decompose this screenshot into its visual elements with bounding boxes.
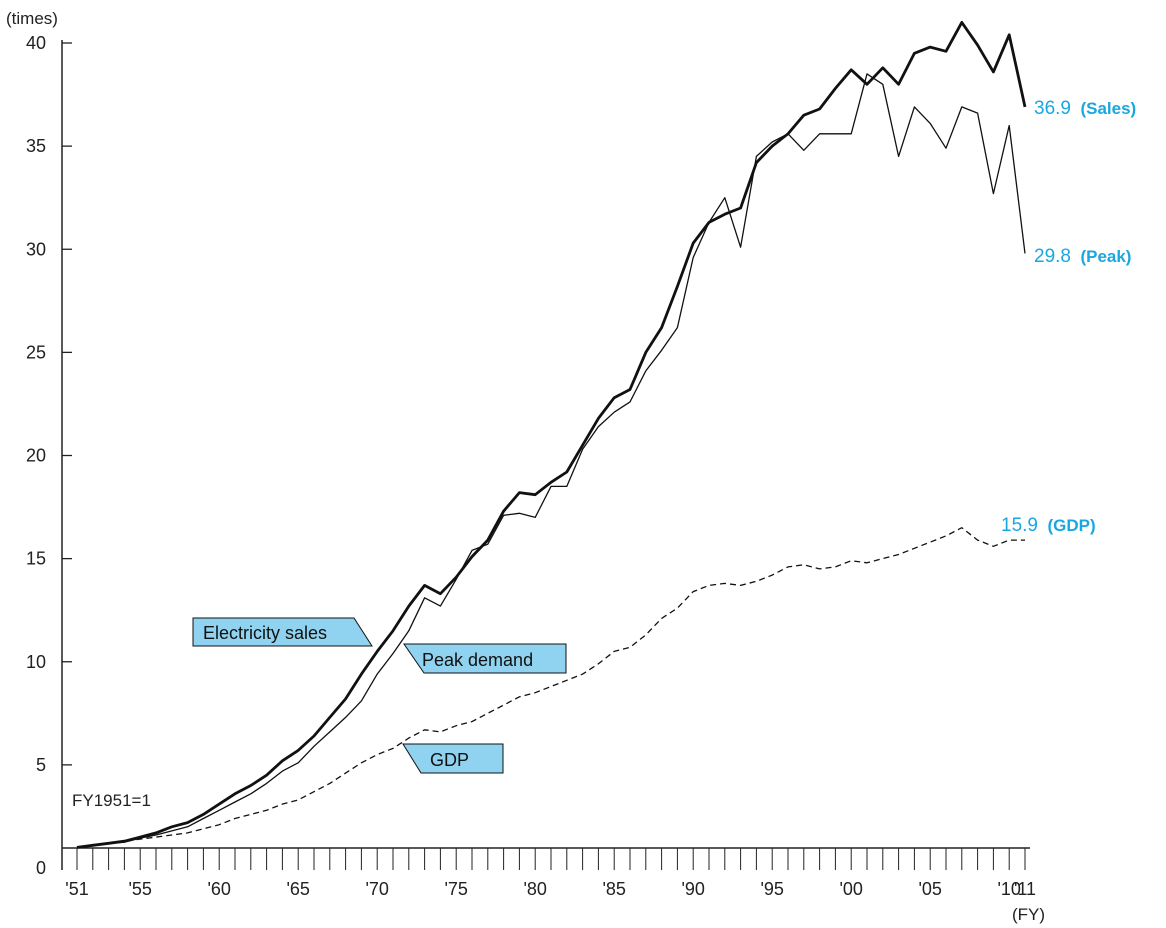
legend-gdp-box	[402, 743, 504, 774]
x-tick-label: '75	[444, 879, 467, 899]
legend-gdp: GDP	[402, 743, 504, 774]
x-tick-label: '65	[286, 879, 309, 899]
x-ticks: '51 '55 '60 '65 '70 '75 '80 '85 '90 '95 '00 '05 '10'…	[65, 848, 1036, 899]
x-tick-label: '95	[760, 879, 783, 899]
end-value-peak: 29.8	[1034, 246, 1071, 267]
y-tick-label: 25	[26, 342, 46, 362]
y-tick-label: 35	[26, 136, 46, 156]
end-value-gdp: 15.9	[1001, 515, 1038, 536]
end-label-sales: 36.9 (Sales)	[1034, 98, 1136, 119]
x-tick-label: '10	[997, 879, 1020, 899]
legend-peak-demand: Peak demand	[403, 643, 567, 674]
end-labels: 36.9 (Sales) 29.8 (Peak) 15.9 (GDP)	[1001, 98, 1136, 536]
legend-gdp-label: GDP	[430, 750, 469, 770]
y-tick-label: 30	[26, 239, 46, 259]
end-label-gdp: 15.9 (GDP)	[1001, 515, 1096, 536]
x-tick-label: '85	[602, 879, 625, 899]
axes: (times) (FY) FY1951=1	[6, 9, 1045, 924]
legend-sales-label: Electricity sales	[203, 623, 327, 643]
x-tick-label: '70	[365, 879, 388, 899]
end-value-sales: 36.9	[1034, 98, 1071, 119]
end-name-gdp: (GDP)	[1047, 516, 1095, 535]
x-tick-label: '60	[207, 879, 230, 899]
x-tick-label: '11	[1014, 879, 1036, 899]
y-ticks: 0 5 10 15 20 25 30 35 40	[26, 33, 72, 878]
end-name-sales: (Sales)	[1080, 99, 1136, 118]
legend-sales-box	[192, 617, 373, 647]
y-tick-label: 10	[26, 652, 46, 672]
x-tick-label: '90	[681, 879, 704, 899]
base-year-note: FY1951=1	[72, 791, 151, 810]
end-label-peak: 29.8 (Peak)	[1034, 246, 1131, 267]
legend: Electricity sales Peak demand GDP	[192, 617, 567, 774]
x-tick-label: '80	[523, 879, 546, 899]
series-line-gdp	[76, 527, 1025, 849]
end-name-peak: (Peak)	[1080, 247, 1131, 266]
x-axis-title: (FY)	[1012, 905, 1045, 924]
series-line-sales	[76, 20, 1027, 849]
legend-peak-box	[403, 643, 567, 674]
y-tick-label: 20	[26, 446, 46, 466]
legend-peak-label: Peak demand	[422, 650, 533, 670]
y-axis-title: (times)	[6, 9, 58, 28]
y-tick-label: 40	[26, 33, 46, 53]
x-tick-label: '51	[65, 879, 88, 899]
legend-electricity-sales: Electricity sales	[192, 617, 373, 647]
series-lines	[76, 20, 1027, 849]
x-tick-label: '05	[918, 879, 941, 899]
x-tick-label: '55	[128, 879, 151, 899]
y-tick-label: 0	[36, 858, 46, 878]
x-tick-label: '00	[839, 879, 862, 899]
series-line-peak	[76, 73, 1026, 849]
y-tick-label: 5	[36, 755, 46, 775]
y-tick-label: 15	[26, 549, 46, 569]
